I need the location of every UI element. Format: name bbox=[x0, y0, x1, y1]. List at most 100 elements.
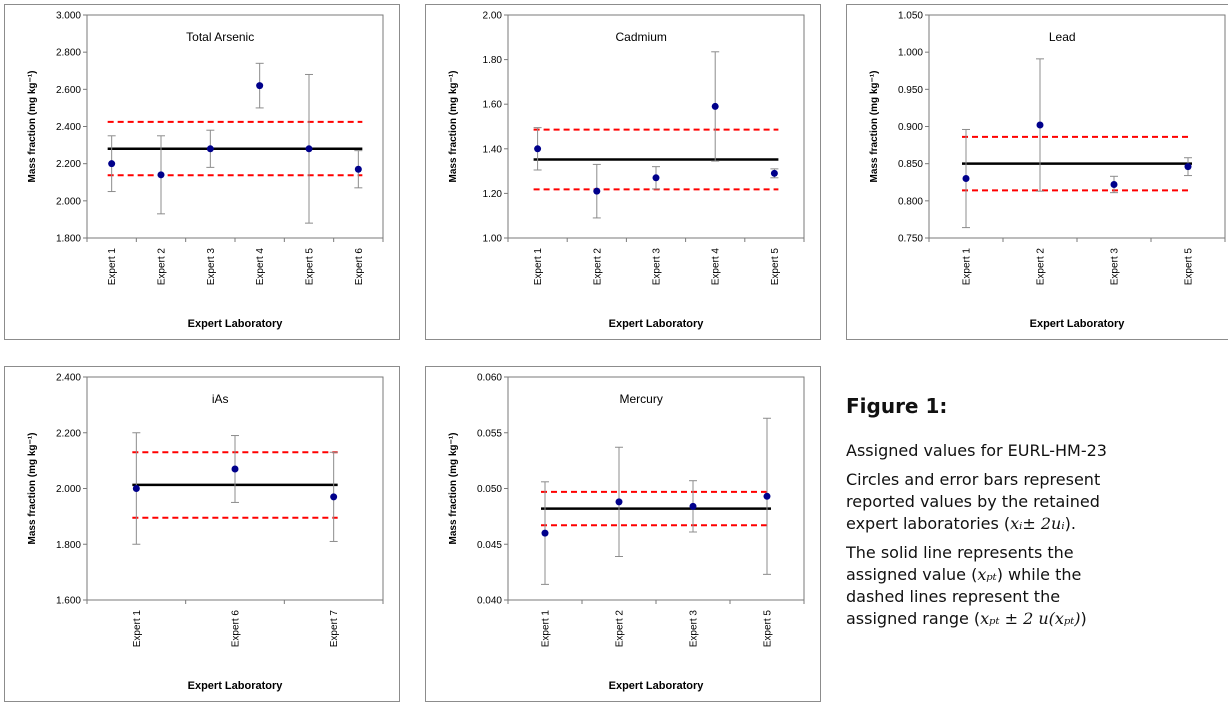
data-point bbox=[305, 145, 313, 153]
caption-text: assigned value ( bbox=[846, 565, 978, 584]
y-tick-label: 3.000 bbox=[56, 11, 81, 22]
caption-math: xₚₜ bbox=[977, 565, 997, 584]
y-tick-label: 1.800 bbox=[56, 234, 81, 245]
data-point bbox=[770, 169, 778, 177]
caption-text: assigned range ( bbox=[846, 609, 981, 628]
x-tick-label: Expert 2 bbox=[615, 610, 626, 648]
y-tick-label: 2.200 bbox=[56, 159, 81, 170]
x-tick-label: Expert 1 bbox=[107, 248, 118, 286]
plot-area bbox=[928, 14, 1226, 239]
y-tick-label: 0.900 bbox=[898, 122, 923, 133]
chart-title: Total Arsenic bbox=[186, 30, 254, 44]
figure-caption: Figure 1: Assigned values for EURL-HM-23… bbox=[846, 394, 1228, 637]
chart-title: Lead bbox=[1049, 30, 1076, 44]
chart-ias: 1.600 1.800 2.000 2.200 2.400 Expert 1 Expert … bbox=[4, 366, 400, 702]
x-tick-label: Expert 1 bbox=[541, 610, 552, 648]
data-point bbox=[763, 492, 771, 500]
y-axis-label: Mass fraction (mg kg⁻¹) bbox=[448, 71, 459, 183]
x-tick-label: Expert 4 bbox=[711, 248, 722, 286]
chart-title: Mercury bbox=[620, 392, 663, 406]
data-point bbox=[1110, 180, 1118, 188]
x-tick-label: Expert 1 bbox=[962, 248, 973, 286]
data-point bbox=[593, 187, 601, 195]
caption-text: ) bbox=[1080, 609, 1087, 628]
chart-svg: 1.600 1.800 2.000 2.200 2.400 Expert 1 Expert … bbox=[27, 373, 384, 692]
x-tick-label: Expert 5 bbox=[763, 610, 774, 648]
data-point bbox=[534, 145, 542, 153]
plot-area bbox=[507, 14, 805, 239]
caption-math: xₚₜ ± 2 u(xₚₜ) bbox=[980, 609, 1081, 628]
data-point bbox=[652, 174, 660, 182]
caption-text: ) while the bbox=[996, 565, 1082, 584]
y-tick-label: 1.800 bbox=[56, 540, 81, 551]
y-tick-label: 1.000 bbox=[898, 48, 923, 59]
plot-area bbox=[86, 14, 384, 239]
caption-text: reported values by the retained bbox=[846, 492, 1100, 511]
y-axis-label: Mass fraction (mg kg⁻¹) bbox=[27, 433, 38, 545]
x-tick-label: Expert 3 bbox=[1110, 248, 1121, 286]
chart-mercury: 0.040 0.045 0.050 0.055 0.060 Expert 1 Expert … bbox=[425, 366, 821, 702]
y-axis-label: Mass fraction (mg kg⁻¹) bbox=[448, 433, 459, 545]
x-tick-label: Expert 3 bbox=[689, 610, 700, 648]
chart-cadmium: 1.00 1.20 1.40 1.60 1.80 2.00 Expert 1 Expert 2… bbox=[425, 4, 821, 340]
caption-paragraph-errorbars: Circles and error bars represent reporte… bbox=[846, 469, 1228, 535]
data-point bbox=[1036, 121, 1044, 129]
y-tick-label: 2.200 bbox=[56, 428, 81, 439]
data-point bbox=[615, 498, 623, 506]
y-tick-label: 0.850 bbox=[898, 159, 923, 170]
caption-text: The solid line represents the bbox=[846, 543, 1074, 562]
chart-svg: 1.800 2.000 2.200 2.400 2.600 2.800 3.000 Exper… bbox=[27, 11, 384, 330]
y-tick-label: 0.950 bbox=[898, 85, 923, 96]
chart-svg: 1.00 1.20 1.40 1.60 1.80 2.00 Expert 1 Expert 2… bbox=[448, 11, 805, 330]
x-tick-label: Expert 5 bbox=[305, 248, 316, 286]
y-tick-label: 2.00 bbox=[483, 11, 503, 22]
data-point bbox=[1184, 163, 1192, 171]
x-tick-label: Expert 2 bbox=[157, 248, 168, 286]
x-axis-label: Expert Laboratory bbox=[609, 680, 705, 692]
x-tick-label: Expert 4 bbox=[255, 248, 266, 286]
y-axis-label: Mass fraction (mg kg⁻¹) bbox=[27, 71, 38, 183]
data-point bbox=[157, 171, 165, 179]
x-axis-label: Expert Laboratory bbox=[188, 318, 284, 330]
y-tick-label: 1.60 bbox=[483, 100, 503, 111]
y-tick-label: 2.800 bbox=[56, 48, 81, 59]
y-tick-label: 0.800 bbox=[898, 196, 923, 207]
x-tick-label: Expert 2 bbox=[592, 248, 603, 286]
caption-math: xᵢ± 2uᵢ bbox=[1010, 514, 1065, 533]
data-point bbox=[330, 493, 338, 501]
x-tick-label: Expert 3 bbox=[652, 248, 663, 286]
data-point bbox=[206, 145, 214, 153]
x-tick-label: Expert 7 bbox=[329, 610, 340, 648]
y-tick-label: 1.00 bbox=[483, 234, 503, 245]
chart-title: iAs bbox=[212, 392, 229, 406]
data-point bbox=[108, 160, 116, 168]
y-tick-label: 0.045 bbox=[477, 540, 502, 551]
y-tick-label: 1.050 bbox=[898, 11, 923, 22]
y-tick-label: 0.060 bbox=[477, 373, 502, 384]
x-axis-label: Expert Laboratory bbox=[188, 680, 284, 692]
x-tick-label: Expert 5 bbox=[770, 248, 781, 286]
x-tick-label: Expert 1 bbox=[132, 610, 143, 648]
data-point bbox=[231, 465, 239, 473]
x-axis-label: Expert Laboratory bbox=[609, 318, 705, 330]
y-tick-label: 2.400 bbox=[56, 122, 81, 133]
x-tick-label: Expert 5 bbox=[1184, 248, 1195, 286]
y-tick-label: 1.40 bbox=[483, 144, 503, 155]
y-tick-label: 2.000 bbox=[56, 484, 81, 495]
x-tick-label: Expert 6 bbox=[231, 610, 242, 648]
caption-text: expert laboratories ( bbox=[846, 514, 1011, 533]
caption-paragraph-lines: The solid line represents the assigned v… bbox=[846, 542, 1228, 630]
data-point bbox=[689, 502, 697, 510]
caption-text: ). bbox=[1064, 514, 1076, 533]
chart-svg: 0.040 0.045 0.050 0.055 0.060 Expert 1 Expert … bbox=[448, 373, 805, 692]
x-tick-label: Expert 3 bbox=[206, 248, 217, 286]
y-tick-label: 0.050 bbox=[477, 484, 502, 495]
x-axis-label: Expert Laboratory bbox=[1030, 318, 1126, 330]
y-tick-label: 0.055 bbox=[477, 428, 502, 439]
data-point bbox=[541, 529, 549, 537]
chart-total-arsenic: 1.800 2.000 2.200 2.400 2.600 2.800 3.000 Exper… bbox=[4, 4, 400, 340]
chart-lead: 0.750 0.800 0.850 0.900 0.950 1.000 1.050 Exper… bbox=[846, 4, 1228, 340]
caption-text: Circles and error bars represent bbox=[846, 470, 1101, 489]
y-tick-label: 2.000 bbox=[56, 196, 81, 207]
y-tick-label: 1.600 bbox=[56, 596, 81, 607]
